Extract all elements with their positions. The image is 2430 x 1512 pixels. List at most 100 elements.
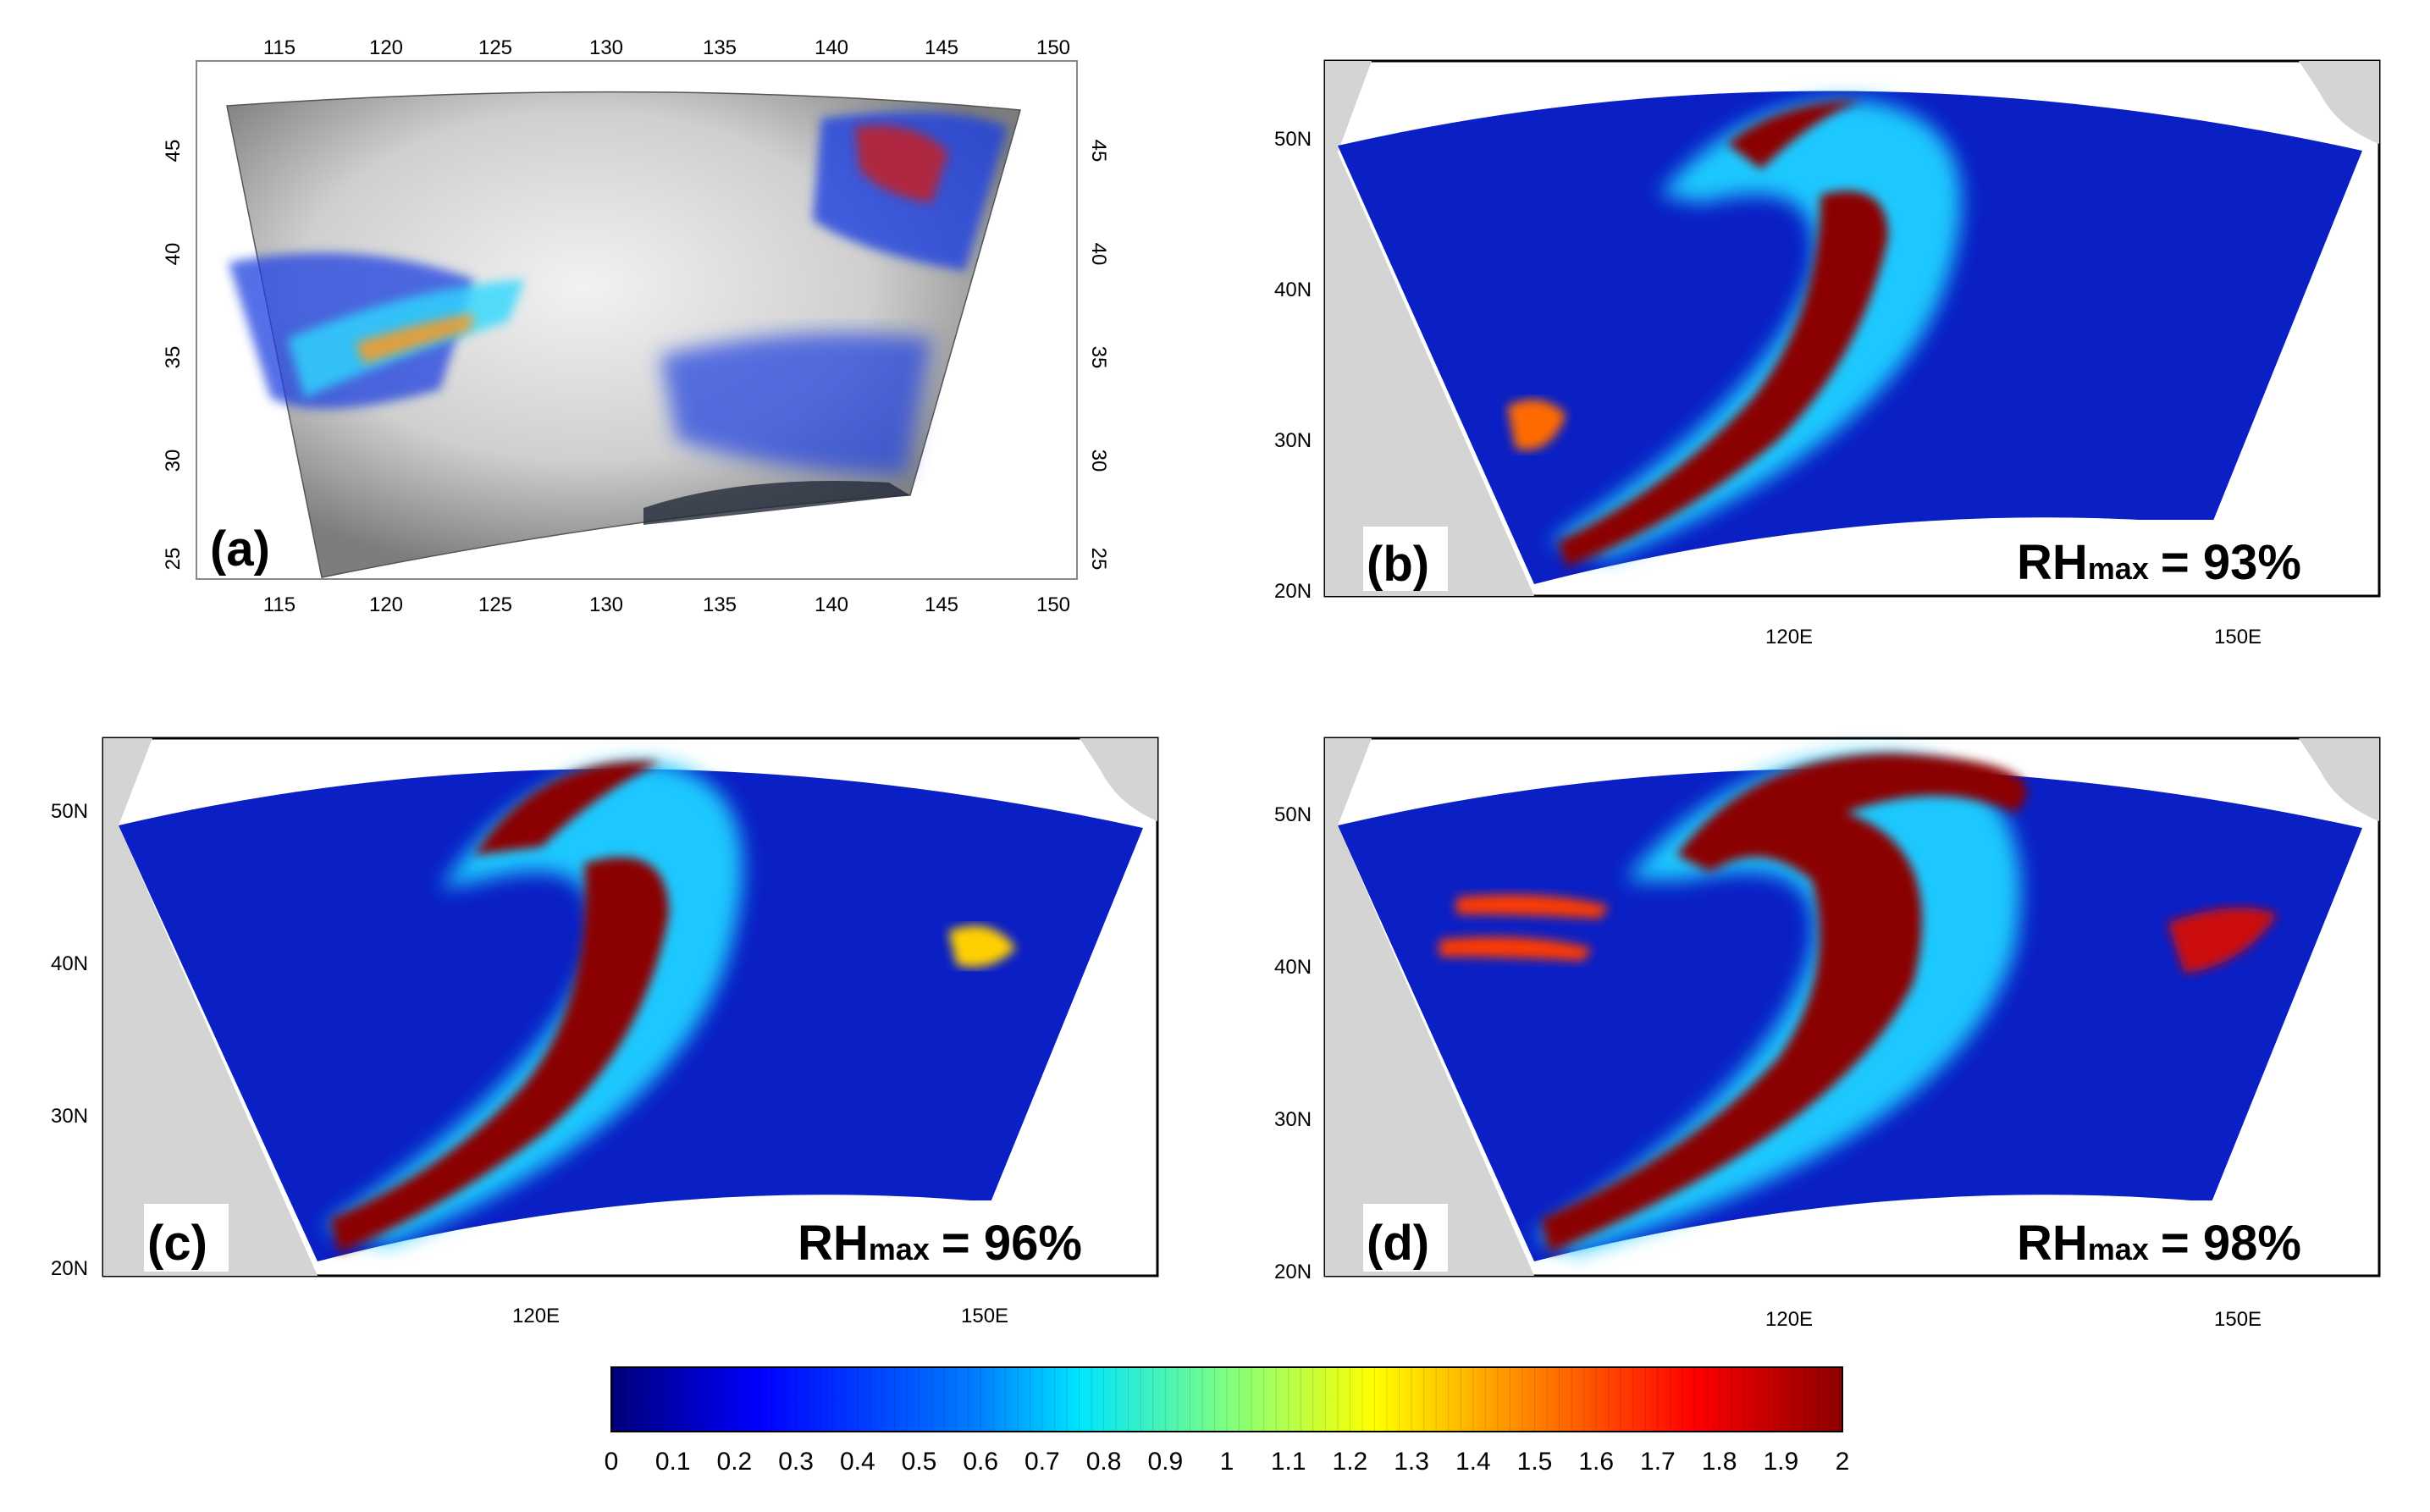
colorbar-tick-label: 1.3 — [1394, 1448, 1429, 1476]
panel-a-lat-tick-right-4: 25 — [1087, 548, 1110, 571]
panel-a-precip-southeast — [660, 333, 931, 474]
panel-a-lat-tick-left-2: 35 — [162, 346, 185, 369]
colorbar-tick-label: 0.1 — [655, 1448, 691, 1476]
panel-b-lat-tick-3: 20N — [1274, 580, 1312, 603]
panel-b-lat-tick-0: 50N — [1274, 128, 1312, 151]
colorbar-ticks — [623, 1367, 1831, 1432]
panel-a-lat-tick-left-1: 40 — [162, 243, 185, 266]
panel-c-field-east — [948, 925, 1016, 968]
colorbar-tick-label: 1.8 — [1702, 1448, 1737, 1476]
panel-b-annotation: RHmax = 93% — [2017, 535, 2301, 590]
panel-a-lon-ticks-top: 115 120 125 130 135 140 145 150 — [263, 36, 1070, 59]
panel-a-lon-tick-bottom-2: 125 — [478, 593, 512, 616]
colorbar-tick-label: 0.2 — [717, 1448, 753, 1476]
panel-d-annotation-prefix: RH — [2017, 1216, 2088, 1271]
colorbar-tick-label: 0.3 — [778, 1448, 814, 1476]
panel-c-field-red — [330, 761, 669, 1253]
panel-b-annotation-value: = 93% — [2161, 535, 2301, 590]
panel-a-lat-tick-left-4: 25 — [162, 548, 185, 571]
panel-a-lat-ticks-left: 45 40 35 30 25 — [162, 140, 185, 571]
panel-a-lon-tick-top-7: 150 — [1036, 36, 1070, 59]
panel-d-lat-tick-3: 20N — [1274, 1261, 1312, 1283]
colorbar-tick-label: 0.5 — [902, 1448, 937, 1476]
panel-c-label: (c) — [147, 1216, 207, 1271]
panel-c-label-bg — [144, 1204, 229, 1272]
panel-a-lon-tick-top-6: 145 — [925, 36, 958, 59]
panel-a-precip-core — [356, 313, 474, 364]
panel-a-lat-tick-right-2: 35 — [1087, 346, 1110, 369]
panel-a-lat-tick-left-0: 45 — [162, 140, 185, 163]
panel-b-label-bg — [1363, 527, 1448, 591]
panel-d-annotation-value: = 98% — [2161, 1216, 2301, 1271]
colorbar-tick-label: 0.6 — [963, 1448, 998, 1476]
panel-a-lon-tick-bottom-5: 140 — [815, 593, 848, 616]
panel-b-annotation-prefix: RH — [2017, 535, 2088, 590]
panel-a-lat-tick-right-0: 45 — [1087, 140, 1110, 163]
panel-b-label: (b) — [1367, 537, 1429, 592]
panel-b-annotation-sub: max — [2088, 551, 2149, 586]
panel-a-lon-tick-bottom-7: 150 — [1036, 593, 1070, 616]
colorbar-tick-label: 1.1 — [1271, 1448, 1306, 1476]
panel-b-land-northeast — [2299, 61, 2379, 144]
panel-d: 50N 40N 30N 20N 120E 150E (d) RHmax = 98% — [1274, 737, 2381, 1331]
colorbar-tick-label: 1 — [1220, 1448, 1234, 1476]
panel-a-lon-tick-top-0: 115 — [263, 36, 295, 59]
panel-b-lat-tick-2: 30N — [1274, 429, 1312, 452]
panel-a-label-bg — [207, 508, 288, 574]
colorbar-tick-label: 0.9 — [1147, 1448, 1183, 1476]
colorbar-tick-label: 1.6 — [1578, 1448, 1614, 1476]
panel-a-precip-east-core — [855, 125, 948, 203]
panel-d-lat-tick-2: 30N — [1274, 1108, 1312, 1131]
colorbar-tick-label: 1.2 — [1333, 1448, 1368, 1476]
panel-c-annotation-value: = 96% — [942, 1216, 1082, 1271]
colorbar-tick-label: 1.5 — [1517, 1448, 1553, 1476]
panel-a-lon-tick-top-1: 120 — [369, 36, 403, 59]
colorbar-tick-label: 1.7 — [1640, 1448, 1676, 1476]
panel-a-lat-tick-right-1: 40 — [1087, 243, 1110, 266]
colorbar-tick-labels: 0 0.1 0.2 0.3 0.4 0.5 0.6 0.7 0.8 0.9 1 1.1 1.2 1.3 1.… — [605, 1448, 1850, 1476]
panel-a-dark-ocean — [643, 481, 910, 525]
panel-a-lon-ticks-bottom: 115 120 125 130 135 140 145 150 — [263, 593, 1070, 616]
panel-a-lon-tick-bottom-6: 145 — [925, 593, 958, 616]
panel-b-land-west — [1325, 61, 1534, 596]
colorbar-tick-label: 2 — [1836, 1448, 1850, 1476]
panel-d-lon-tick-1: 150E — [2214, 1308, 2262, 1331]
panel-a-lon-tick-top-4: 135 — [703, 36, 737, 59]
panel-b-field-left-patch — [1507, 400, 1566, 450]
panel-d-lat-tick-0: 50N — [1274, 803, 1312, 826]
panel-d-field-west-streaks — [1439, 894, 1609, 961]
colorbar-tick-label: 0 — [605, 1448, 619, 1476]
panel-d-land-west — [1325, 738, 1534, 1276]
panel-b-lon-tick-1: 150E — [2214, 626, 2262, 648]
panel-c-land-west — [103, 738, 318, 1276]
panel-b: 50N 40N 30N 20N 120E 150E (b) RHmax = 93% — [1274, 59, 2381, 648]
panel-a-lat-tick-right-3: 30 — [1087, 450, 1110, 472]
colorbar: 0 0.1 0.2 0.3 0.4 0.5 0.6 0.7 0.8 0.9 1 1.1 1.2 1.3 1.… — [605, 1366, 1850, 1476]
colorbar-gradient — [610, 1366, 1843, 1432]
panel-c-lat-tick-1: 40N — [51, 952, 88, 975]
colorbar-tick-label: 0.4 — [840, 1448, 875, 1476]
panel-d-field-red — [1541, 753, 2027, 1253]
panel-c-land-northeast — [1080, 738, 1157, 821]
panel-d-annotation-bg — [2007, 1200, 2372, 1272]
panel-d-annotation: RHmax = 98% — [2017, 1216, 2301, 1271]
colorbar-tick-label: 0.8 — [1086, 1448, 1122, 1476]
colorbar-tick-label: 0.7 — [1024, 1448, 1060, 1476]
panel-d-label-bg — [1363, 1204, 1448, 1272]
panel-a-label: (a) — [210, 521, 270, 577]
panel-c: 50N 40N 30N 20N 120E 150E (c) RHmax = 96% — [51, 737, 1159, 1327]
colorbar-tick-label: 1.4 — [1455, 1448, 1491, 1476]
panel-a-lat-ticks-right: 45 40 35 30 25 — [1087, 140, 1110, 571]
panel-d-annotation-sub: max — [2088, 1232, 2149, 1266]
panel-c-lon-tick-0: 120E — [512, 1305, 560, 1327]
panel-a-lon-tick-bottom-0: 115 — [263, 593, 295, 616]
panel-c-lon-tick-1: 150E — [961, 1305, 1008, 1327]
panel-b-field-red — [1558, 100, 1888, 567]
colorbar-tick-label: 1.9 — [1763, 1448, 1798, 1476]
panel-b-lat-tick-1: 40N — [1274, 279, 1312, 301]
panel-c-lat-tick-2: 30N — [51, 1105, 88, 1128]
panel-c-lat-tick-0: 50N — [51, 800, 88, 823]
panel-a-lat-tick-left-3: 30 — [162, 450, 185, 472]
panel-a-lon-tick-top-5: 140 — [815, 36, 848, 59]
